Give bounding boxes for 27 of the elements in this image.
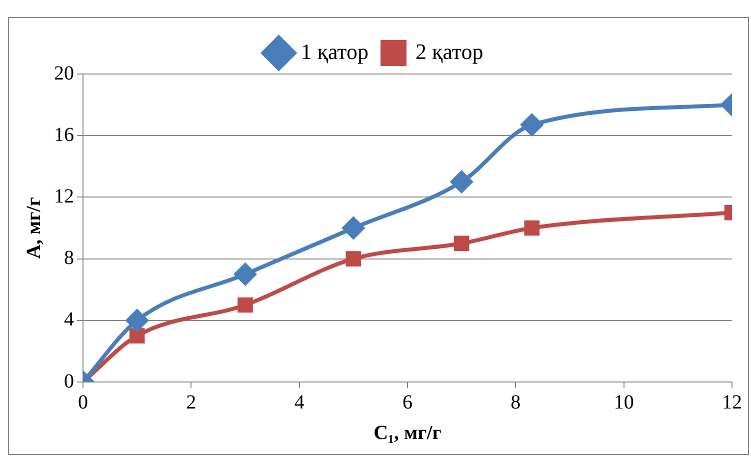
point	[129, 328, 145, 344]
point	[346, 251, 362, 266]
point	[234, 263, 256, 286]
x-tick-label: 4	[294, 391, 304, 414]
y-tick-label: 12	[54, 185, 74, 208]
point	[454, 236, 470, 252]
legend-label: 1 қатор	[300, 38, 369, 64]
y-tick-label: 16	[54, 124, 74, 146]
y-tick-label: 0	[64, 370, 74, 392]
y-tick-label: 4	[64, 308, 74, 331]
y-tick-label: 20	[54, 62, 74, 84]
x-tick-label: 0	[78, 391, 88, 414]
x-tick-label: 8	[510, 391, 521, 414]
x-tick-label: 10	[614, 391, 634, 414]
x-tick-label: 2	[186, 391, 196, 414]
y-axis-title: A, мг/г	[23, 197, 46, 259]
point	[520, 114, 543, 136]
y-tick-label: 8	[64, 247, 74, 270]
point	[450, 170, 473, 193]
point	[238, 297, 253, 313]
point	[524, 220, 540, 236]
x-axis-title: C₁, мг/г	[374, 422, 442, 444]
x-tick-label: 12	[722, 391, 742, 414]
legend-label: 2 қатор	[416, 38, 484, 64]
x-tick-label: 6	[402, 391, 412, 414]
point	[342, 217, 364, 239]
point	[126, 309, 148, 332]
